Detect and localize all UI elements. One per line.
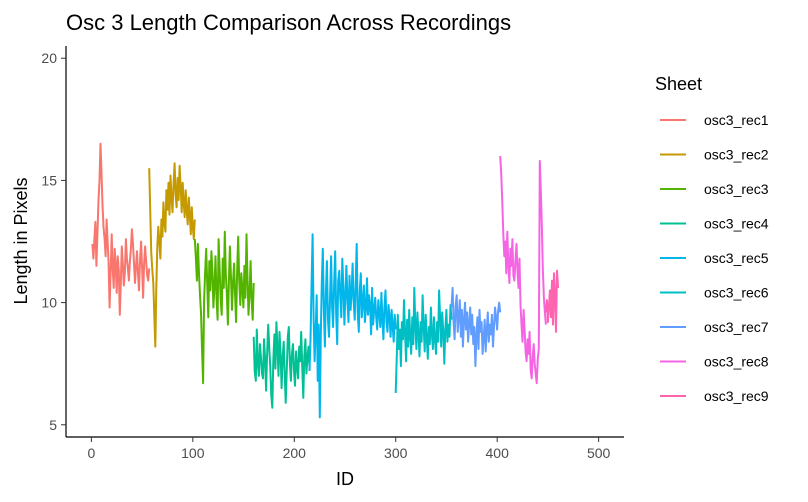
legend-label: osc3_rec8: [704, 354, 769, 370]
legend-label: osc3_rec2: [704, 147, 769, 163]
legend-label: osc3_rec7: [704, 319, 769, 335]
legend-item-osc3_rec9: osc3_rec9: [660, 388, 769, 404]
series-line-osc3_rec9: [544, 269, 560, 333]
series-line-osc3_rec4: [252, 321, 311, 409]
x-axis-ticks: 0 100 200 300 400 500: [87, 437, 611, 461]
legend-label: osc3_rec5: [704, 250, 769, 266]
series-line-osc3_rec2: [148, 162, 196, 348]
legend-label: osc3_rec1: [704, 112, 769, 128]
y-tick-label: 10: [41, 295, 57, 311]
y-axis-title: Length in Pixels: [11, 177, 31, 304]
series-line-osc3_rec3: [193, 230, 255, 385]
legend-item-osc3_rec8: osc3_rec8: [660, 354, 769, 370]
legend-item-osc3_rec1: osc3_rec1: [660, 112, 769, 128]
x-tick-label: 200: [283, 445, 307, 461]
legend-items: osc3_rec1 osc3_rec2 osc3_rec3 osc3_rec4 osc3…: [660, 112, 769, 404]
series-line-osc3_rec6: [394, 286, 453, 394]
series-line-osc3_rec8: [499, 155, 547, 385]
x-tick-label: 400: [486, 445, 510, 461]
legend-item-osc3_rec5: osc3_rec5: [660, 250, 769, 266]
y-tick-label: 15: [41, 172, 57, 188]
legend-label: osc3_rec6: [704, 285, 769, 301]
legend-item-osc3_rec6: osc3_rec6: [660, 285, 769, 301]
x-tick-label: 100: [181, 445, 205, 461]
legend-title: Sheet: [655, 74, 702, 94]
legend-item-osc3_rec2: osc3_rec2: [660, 147, 769, 163]
x-tick-label: 300: [384, 445, 408, 461]
series-line-osc3_rec7: [450, 286, 502, 368]
legend-label: osc3_rec3: [704, 181, 769, 197]
legend-label: osc3_rec4: [704, 216, 769, 232]
x-tick-label: 0: [87, 445, 95, 461]
series-line-osc3_rec5: [308, 233, 397, 419]
x-axis-title: ID: [336, 469, 354, 489]
legend-item-osc3_rec7: osc3_rec7: [660, 319, 769, 335]
x-tick-label: 500: [587, 445, 611, 461]
y-axis-ticks: 5 10 15 20: [41, 50, 66, 433]
legend: Sheet osc3_rec1osc3_rec2osc3_rec3osc3_re…: [655, 74, 769, 404]
y-tick-label: 5: [49, 417, 57, 433]
series-line-osc3_rec1: [91, 142, 151, 316]
legend-item-osc3_rec3: osc3_rec3: [660, 181, 769, 197]
legend-item-osc3_rec4: osc3_rec4: [660, 216, 769, 232]
legend-label: osc3_rec9: [704, 388, 769, 404]
series-layer: [91, 142, 560, 419]
chart-title: Osc 3 Length Comparison Across Recording…: [66, 10, 511, 35]
y-tick-label: 20: [41, 50, 57, 66]
